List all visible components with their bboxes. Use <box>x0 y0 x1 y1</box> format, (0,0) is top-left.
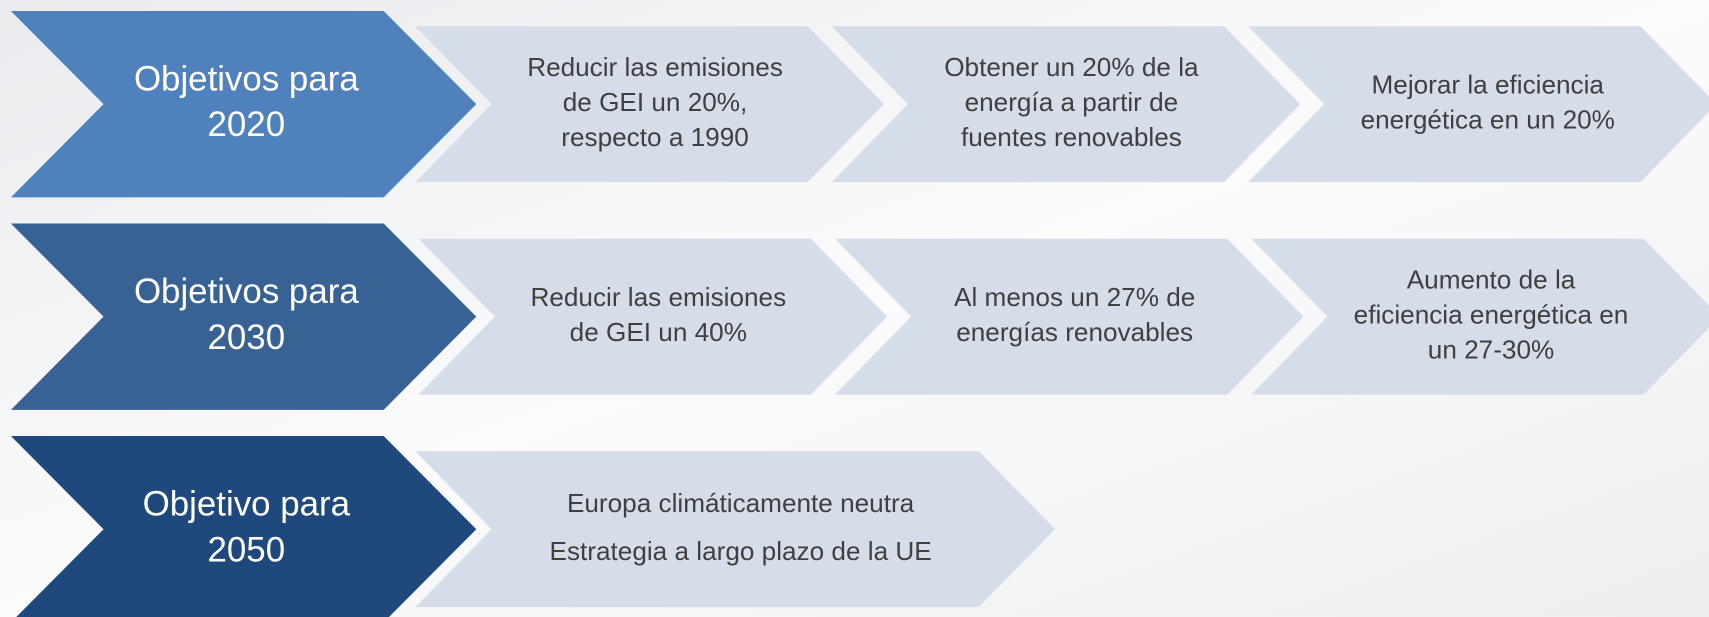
title-text: 2030 <box>208 318 286 357</box>
step-text: Al menos un 27% de <box>954 282 1195 312</box>
step-text: energías renovables <box>956 317 1193 347</box>
step-text: eficiencia energética en <box>1354 300 1629 330</box>
step-text: Aumento de la <box>1407 265 1576 295</box>
step-text: respecto a 1990 <box>561 122 748 152</box>
step-text: de GEI un 40% <box>570 317 747 347</box>
step-chevron <box>834 238 1304 395</box>
step-text: Obtener un 20% de la <box>944 52 1199 82</box>
title-chevron <box>10 436 477 617</box>
step-chevron <box>831 26 1301 183</box>
title-chevron <box>10 223 477 410</box>
step-text: Reducir las emisiones <box>527 52 783 82</box>
step-text: fuentes renovables <box>961 122 1182 152</box>
step-chevron <box>1251 238 1709 395</box>
title-text: 2050 <box>208 530 286 569</box>
title-chevron <box>10 10 477 198</box>
step-text: energética en un 20% <box>1361 104 1615 134</box>
title-text: 2020 <box>208 105 286 144</box>
title-text: Objetivos para <box>134 59 359 98</box>
step-chevron <box>415 26 884 183</box>
step-text: Reducir las emisiones <box>530 282 786 312</box>
step-chevron <box>418 238 888 395</box>
step-text: energía a partir de <box>965 87 1179 117</box>
title-text: Objetivos para <box>134 272 359 311</box>
step-text: de GEI un 20%, <box>563 87 748 117</box>
step-chevron <box>1247 26 1709 183</box>
step-text: un 27-30% <box>1428 334 1554 364</box>
title-text: Objetivo para <box>143 485 351 524</box>
step-chevron <box>415 451 1056 608</box>
step-text: Mejorar la eficiencia <box>1372 70 1605 100</box>
step-text: Europa climáticamente neutra <box>567 488 915 518</box>
step-text: Estrategia a largo plazo de la UE <box>550 536 932 566</box>
